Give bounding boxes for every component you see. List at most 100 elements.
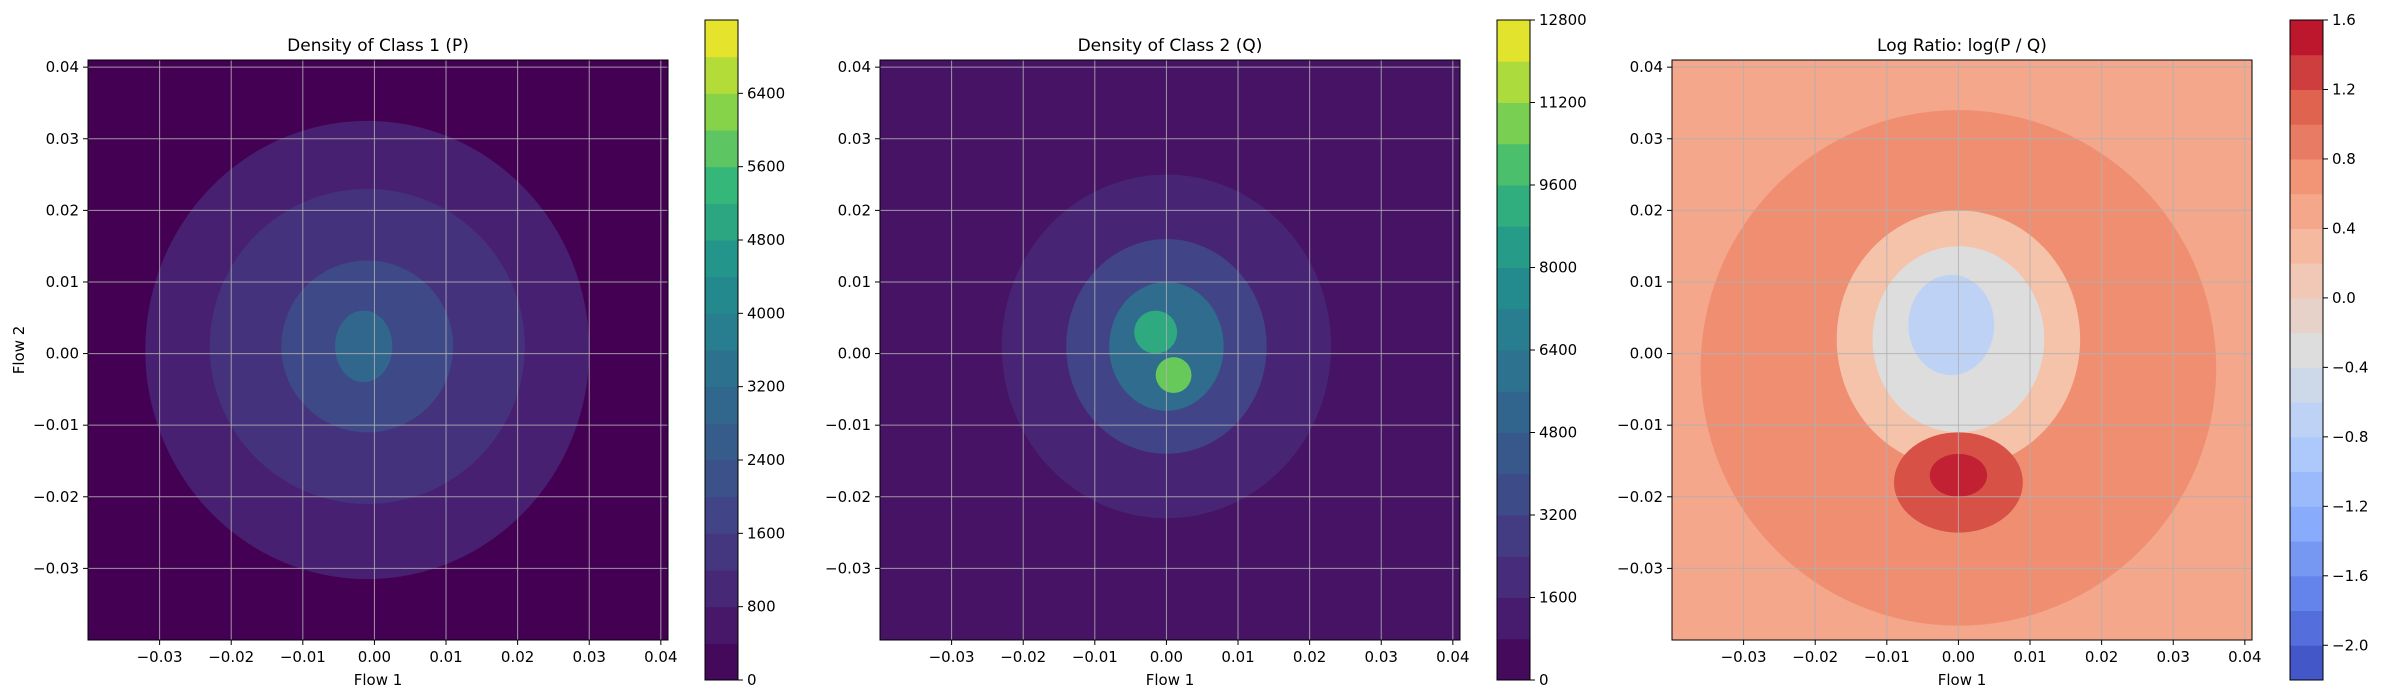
chart-title: Density of Class 2 (Q): [1078, 36, 1263, 56]
colorbar-band: [1497, 473, 1530, 516]
x-tick-label: 0.02: [2085, 648, 2118, 666]
y-tick-label: 0.04: [838, 58, 871, 76]
y-tick-label: 0.01: [1630, 273, 1663, 291]
y-tick-label: 0.04: [1630, 58, 1663, 76]
x-tick-label: −0.03: [137, 648, 183, 666]
density-region-4: [1134, 310, 1178, 354]
x-tick-label: 0.02: [501, 648, 534, 666]
colorbar-tick-label: −1.6: [2332, 567, 2368, 585]
colorbar-frame: [704, 19, 739, 681]
chart-title: Density of Class 1 (P): [287, 36, 469, 56]
chart-panel-1: −0.03 −0.02 −0.01 0.00 0.01 0.02 0.03 0.04 −0.03…: [10, 19, 785, 689]
y-tick-label: 0.01: [838, 273, 871, 291]
y-tick-label: 0.00: [1630, 345, 1663, 363]
y-tick-label: 0.01: [46, 273, 79, 291]
colorbar-tick-label: 0: [1539, 671, 1549, 689]
x-tick-label: −0.02: [1792, 648, 1838, 666]
colorbar-band: [1497, 102, 1530, 145]
y-tick-label: −0.03: [33, 559, 79, 577]
colorbar: −2.0 −1.6 −1.2 −0.8 −0.4 0.0 0.4 0.8 1.2 1.6: [2289, 11, 2368, 681]
y-tick-label: −0.02: [825, 488, 871, 506]
y-tick-label: 0.00: [838, 345, 871, 363]
colorbar-band: [705, 313, 738, 351]
y-tick-label: 0.02: [1630, 201, 1663, 219]
colorbar-band: [705, 423, 738, 461]
grid: [880, 60, 1460, 640]
x-tick-label: 0.01: [2013, 648, 2046, 666]
colorbar-tick-label: 3200: [747, 378, 785, 396]
x-tick-label: −0.03: [1721, 648, 1767, 666]
colorbar-band: [1497, 267, 1530, 310]
colorbar-band: [2290, 610, 2323, 646]
y-tick-label: 0.03: [838, 130, 871, 148]
colorbar-tick-label: 4800: [747, 231, 785, 249]
colorbar-band: [705, 606, 738, 644]
x-tick-label: −0.01: [280, 648, 326, 666]
colorbar-band: [2290, 471, 2323, 507]
colorbar-tick-label: 1.2: [2332, 80, 2356, 98]
colorbar-band: [705, 20, 738, 58]
colorbar-tick-label: 0.0: [2332, 289, 2356, 307]
colorbar-band: [705, 56, 738, 94]
colorbar-band: [2290, 402, 2323, 438]
colorbar-band: [1497, 185, 1530, 227]
y-tick-label: 0.03: [1630, 130, 1663, 148]
colorbar-band: [2290, 228, 2323, 264]
colorbar-band: [2290, 506, 2323, 542]
y-tick-label: −0.02: [1617, 488, 1663, 506]
y-tick-label: 0.00: [46, 345, 79, 363]
y-tick-label: −0.01: [1617, 416, 1663, 434]
colorbar-band: [705, 276, 738, 314]
colorbar-band: [1497, 432, 1530, 475]
colorbar-band: [1497, 20, 1530, 62]
colorbar-tick-label: −0.4: [2332, 358, 2368, 376]
colorbar-band: [705, 93, 738, 131]
grid: [88, 60, 668, 640]
colorbar-band: [1497, 556, 1530, 598]
y-tick-label: 0.04: [46, 58, 79, 76]
x-axis-label: Flow 1: [1146, 671, 1195, 689]
x-tick-label: 0.00: [1150, 648, 1183, 666]
y-tick-label: 0.02: [46, 201, 79, 219]
colorbar-tick-label: 4800: [1539, 424, 1577, 442]
colorbar-tick-label: 6400: [1539, 341, 1577, 359]
x-axis-label: Flow 1: [354, 671, 403, 689]
colorbar-tick-label: 0.8: [2332, 150, 2356, 168]
chart-title: Log Ratio: log(P / Q): [1877, 36, 2047, 56]
colorbar-tick-label: 11200: [1539, 94, 1587, 112]
colorbar-band: [2290, 436, 2323, 473]
colorbar-tick-label: 5600: [747, 158, 785, 176]
colorbar-tick-label: 0.4: [2332, 219, 2356, 237]
colorbar-band: [1497, 597, 1530, 640]
plot-frame: [879, 59, 1461, 641]
colorbar-band: [2290, 54, 2323, 90]
x-tick-label: 0.04: [2228, 648, 2261, 666]
x-tick-label: 0.03: [573, 648, 606, 666]
colorbar-band: [2290, 158, 2323, 195]
colorbar-band: [2290, 193, 2323, 229]
colorbar-band: [2290, 20, 2323, 56]
x-axis-label: Flow 1: [1938, 671, 1987, 689]
x-tick-label: 0.01: [1221, 648, 1254, 666]
colorbar-band: [1497, 143, 1530, 186]
colorbar: 0 1600 3200 4800 6400 8000 9600 11200 12800: [1496, 11, 1587, 689]
colorbar-band: [705, 496, 738, 534]
colorbar-tick-label: 6400: [747, 84, 785, 102]
y-tick-label: 0.03: [46, 130, 79, 148]
plot-frame: [1671, 59, 2253, 641]
y-tick-label: −0.03: [825, 559, 871, 577]
colorbar-band: [2290, 575, 2323, 612]
colorbar-band: [705, 460, 738, 498]
colorbar-band: [705, 643, 738, 681]
colorbar-band: [1497, 638, 1530, 681]
colorbar-tick-label: 0: [747, 671, 757, 689]
density-regions: [145, 120, 590, 580]
colorbar-tick-label: 1.6: [2332, 11, 2356, 29]
colorbar-tick-label: 8000: [1539, 259, 1577, 277]
x-tick-label: 0.02: [1293, 648, 1326, 666]
x-tick-label: −0.01: [1072, 648, 1118, 666]
colorbar-tick-label: 12800: [1539, 11, 1587, 29]
y-tick-label: −0.02: [33, 488, 79, 506]
y-tick-label: −0.01: [33, 416, 79, 434]
